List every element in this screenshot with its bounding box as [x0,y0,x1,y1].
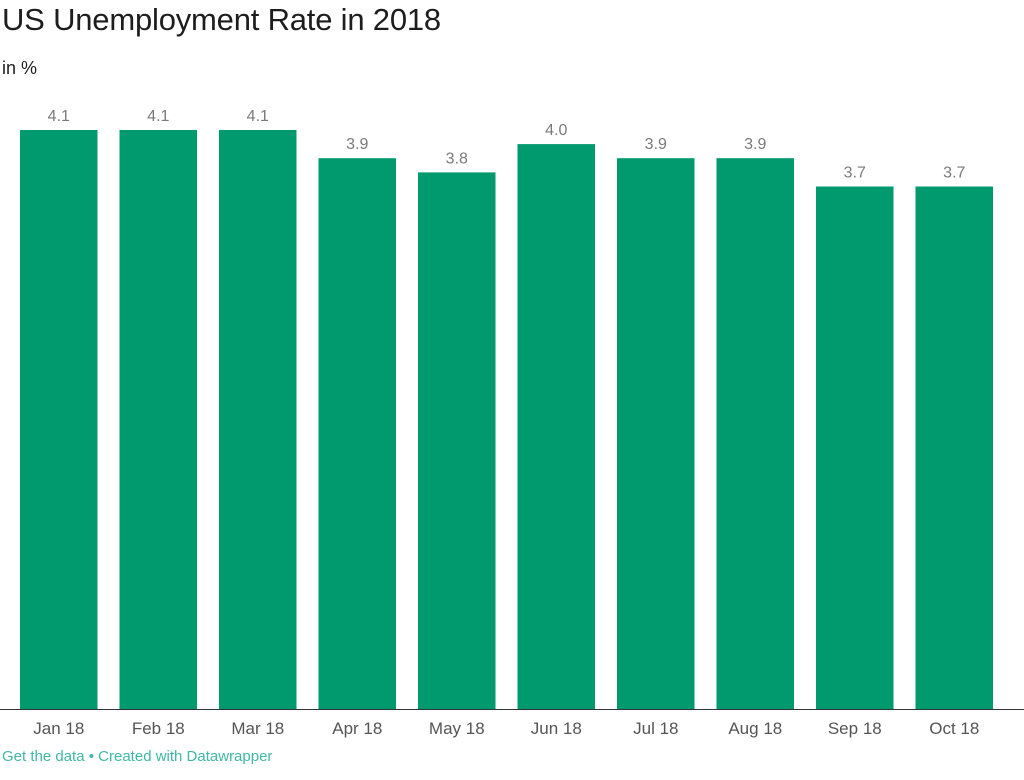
bar-aug-18 [716,158,794,709]
value-label: 3.9 [645,136,667,153]
value-label: 3.8 [446,150,468,167]
x-tick-label: Jun 18 [531,719,582,738]
value-label: 4.1 [48,108,70,125]
value-label: 4.1 [247,108,269,125]
value-label: 4.0 [545,122,567,139]
value-label: 3.7 [844,165,866,182]
bar-apr-18 [318,158,396,709]
created-with-link[interactable]: Created with Datawrapper [98,748,273,765]
chart-footer: Get the data • Created with Datawrapper [2,748,272,765]
bar-may-18 [418,172,496,709]
bar-jun-18 [517,144,595,710]
chart-title: US Unemployment Rate in 2018 [2,2,441,37]
get-data-link[interactable]: Get the data [2,748,85,765]
bar-mar-18 [219,130,297,709]
bar-chart: 4.1 Jan 18 4.1 Feb 18 4.1 Mar 18 3.9 Apr 18 3.8 M… [0,108,1024,738]
x-tick-label: Aug 18 [728,719,782,738]
value-label: 4.1 [147,108,169,125]
x-tick-label: Sep 18 [828,719,882,738]
value-label: 3.9 [346,136,368,153]
x-tick-label: Feb 18 [132,719,185,738]
x-tick-label: Mar 18 [231,719,284,738]
x-tick-label: May 18 [429,719,485,738]
x-tick-label: Jul 18 [633,719,678,738]
value-label: 3.9 [744,136,766,153]
bar-jul-18 [617,158,695,709]
footer-separator: • [88,748,94,765]
chart-subtitle: in % [2,58,38,78]
x-tick-label: Oct 18 [929,719,979,738]
bar-oct-18 [915,186,993,709]
bar-jan-18 [20,130,98,709]
x-tick-label: Jan 18 [33,719,84,738]
value-label: 3.7 [943,165,965,182]
bar-feb-18 [119,130,197,709]
bar-sep-18 [816,186,894,709]
x-tick-label: Apr 18 [332,719,382,738]
